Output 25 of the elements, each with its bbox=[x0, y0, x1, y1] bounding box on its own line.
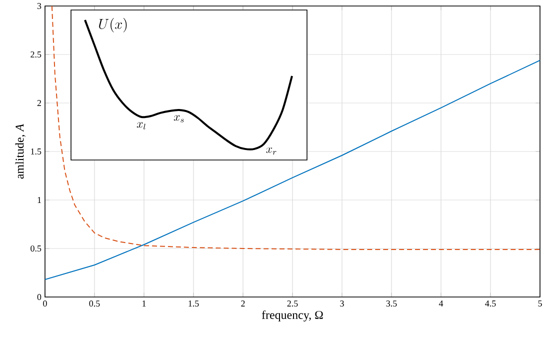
y-axis-title: amlitude, A bbox=[15, 124, 26, 179]
x-tick-label: 2 bbox=[241, 300, 245, 306]
y-tick-label: 2.5 bbox=[30, 51, 42, 58]
chart-title: $U(x)$ bbox=[99, 18, 127, 32]
x-tick-label: 1.5 bbox=[188, 300, 199, 307]
y-tick-label: 2 bbox=[37, 100, 41, 106]
y-tick-label: 0 bbox=[37, 294, 42, 300]
x-tick-label: 2.5 bbox=[287, 300, 298, 307]
x-tick-label: 3 bbox=[340, 300, 344, 307]
x-tick-label: 1 bbox=[142, 300, 146, 306]
x-tick-label: 3.5 bbox=[386, 300, 397, 307]
x-tick-label: 0 bbox=[43, 300, 47, 307]
x-tick-label: 5 bbox=[538, 300, 542, 306]
y-tick-label: 3 bbox=[37, 2, 42, 10]
x-tick-label: 4.5 bbox=[485, 300, 496, 307]
annotation: $x_l$ bbox=[136, 122, 146, 130]
x-tick-label: 0.5 bbox=[89, 300, 100, 307]
y-tick-label: 1 bbox=[38, 197, 41, 203]
annotation: $x_s$ bbox=[174, 115, 184, 122]
line-series bbox=[45, 60, 540, 280]
x-axis-title: frequency, Ω bbox=[262, 310, 323, 322]
annotation: $x_r$ bbox=[266, 147, 276, 155]
x-tick-label: 4 bbox=[438, 300, 444, 306]
y-tick-label: 1.5 bbox=[31, 148, 42, 155]
y-tick-label: 0.5 bbox=[30, 245, 42, 252]
